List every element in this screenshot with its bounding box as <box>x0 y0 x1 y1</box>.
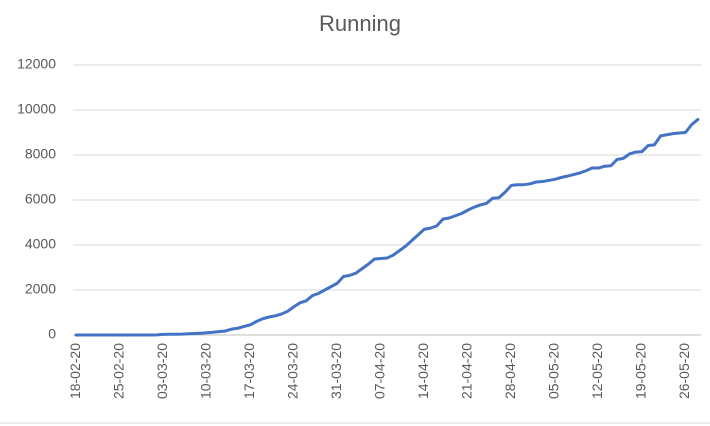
x-tick-label: 18-02-20 <box>67 343 83 399</box>
y-tick-label: 12000 <box>17 56 56 72</box>
y-tick-label: 4000 <box>25 236 56 252</box>
x-tick-label: 24-03-20 <box>284 343 300 399</box>
x-tick-label: 21-04-20 <box>459 343 475 399</box>
x-tick-label: 19-05-20 <box>633 343 649 399</box>
y-tick-label: 6000 <box>25 191 56 207</box>
x-tick-label: 17-03-20 <box>241 343 257 399</box>
y-tick-label: 8000 <box>25 146 56 162</box>
x-tick-label: 05-05-20 <box>546 343 562 399</box>
x-tick-label: 03-03-20 <box>154 343 170 399</box>
y-tick-label: 10000 <box>17 101 56 117</box>
y-tick-label: 2000 <box>25 281 56 297</box>
x-tick-label: 10-03-20 <box>197 343 213 399</box>
x-tick-label: 31-03-20 <box>328 343 344 399</box>
x-tick-label: 14-04-20 <box>415 343 431 399</box>
x-tick-label: 07-04-20 <box>371 343 387 399</box>
x-tick-label: 28-04-20 <box>502 343 518 399</box>
x-tick-label: 25-02-20 <box>110 343 126 399</box>
x-tick-label: 12-05-20 <box>589 343 605 399</box>
y-tick-label: 0 <box>48 326 56 342</box>
chart-title: Running <box>319 11 401 36</box>
data-line <box>74 117 700 337</box>
x-tick-label: 26-05-20 <box>676 343 692 399</box>
